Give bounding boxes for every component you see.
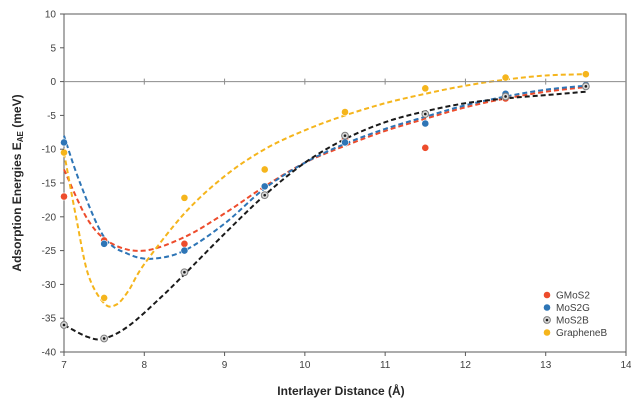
trend-line-mos2g bbox=[63, 84, 586, 260]
y-axis-title-main: Adsorption Energies E bbox=[10, 142, 24, 271]
point-gmos2 bbox=[60, 192, 68, 201]
legend-marker-mos2b-center bbox=[545, 318, 549, 322]
legend-label-grapheneb: GrapheneB bbox=[556, 328, 607, 339]
legend-label-mos2b: MoS2B bbox=[556, 316, 589, 327]
point-mos2b-center bbox=[183, 270, 186, 274]
point-grapheneb bbox=[180, 193, 189, 202]
legend-marker-grapheneb bbox=[543, 328, 551, 337]
point-mos2g bbox=[60, 138, 68, 147]
point-mos2b-center bbox=[102, 337, 106, 340]
x-tick-label: 13 bbox=[540, 360, 552, 371]
x-tick-label: 7 bbox=[61, 360, 67, 371]
point-grapheneb bbox=[341, 108, 349, 116]
point-gmos2 bbox=[421, 143, 430, 152]
plot-frame bbox=[63, 13, 627, 353]
point-grapheneb bbox=[501, 73, 510, 82]
point-mos2b-center bbox=[263, 193, 267, 197]
trend-line-mos2b bbox=[63, 90, 586, 341]
trend-line-grapheneb bbox=[63, 73, 586, 308]
x-tick-label: 12 bbox=[460, 360, 472, 371]
data-markers bbox=[60, 70, 590, 343]
legend-marker-mos2g bbox=[543, 303, 551, 312]
y-axis-title-subscript: AE bbox=[16, 130, 25, 142]
point-mos2b-center bbox=[62, 323, 66, 327]
y-tick-label: -15 bbox=[42, 179, 57, 190]
plot-area bbox=[63, 13, 627, 353]
y-tick-label: -30 bbox=[42, 280, 57, 291]
y-tick-label: 5 bbox=[50, 43, 56, 54]
y-tick-label: -35 bbox=[42, 314, 57, 325]
point-mos2b-center bbox=[423, 112, 427, 116]
point-grapheneb bbox=[421, 84, 430, 93]
point-mos2g bbox=[100, 239, 109, 248]
y-axis-title: Adsorption Energies EAE (meV) bbox=[10, 94, 25, 271]
x-tick-label: 8 bbox=[142, 360, 148, 371]
point-mos2b-center bbox=[504, 95, 507, 98]
trend-lines bbox=[63, 73, 587, 341]
x-tick-label: 11 bbox=[380, 360, 391, 371]
y-tick-label: -10 bbox=[42, 145, 57, 156]
point-mos2b-center bbox=[343, 134, 347, 137]
point-mos2g bbox=[421, 119, 430, 128]
x-tick-label: 9 bbox=[222, 360, 228, 371]
point-grapheneb bbox=[581, 70, 590, 79]
point-grapheneb bbox=[100, 294, 109, 302]
y-tick-label: 0 bbox=[50, 77, 56, 88]
y-tick-label: -20 bbox=[42, 212, 57, 223]
point-mos2b-center bbox=[584, 85, 588, 88]
point-gmos2 bbox=[180, 239, 189, 248]
y-tick-label: -25 bbox=[42, 246, 57, 257]
point-mos2g bbox=[341, 138, 349, 147]
legend-label-gmos2: GMoS2 bbox=[556, 291, 590, 302]
y-tick-label: -5 bbox=[47, 111, 56, 122]
y-axis-title-unit: (meV) bbox=[10, 94, 24, 131]
x-axis-title: Interlayer Distance (Å) bbox=[277, 383, 404, 398]
axes: 10 5 0 -5 -10 -15 -20 -25 -30 -35 -40 7 8 9 10 11 12 13 14… bbox=[10, 10, 631, 399]
x-tick-label: 14 bbox=[620, 360, 631, 371]
legend-marker-gmos2 bbox=[543, 291, 551, 299]
point-grapheneb bbox=[260, 165, 269, 174]
point-grapheneb bbox=[60, 148, 68, 157]
y-tick-label: -40 bbox=[42, 348, 57, 359]
x-tick-label: 10 bbox=[299, 360, 311, 371]
trend-line-gmos2 bbox=[63, 86, 587, 252]
legend-label-mos2g: MoS2G bbox=[556, 303, 590, 314]
y-tick-label: 10 bbox=[45, 10, 57, 21]
point-mos2g bbox=[180, 246, 189, 255]
point-mos2g bbox=[260, 182, 269, 191]
